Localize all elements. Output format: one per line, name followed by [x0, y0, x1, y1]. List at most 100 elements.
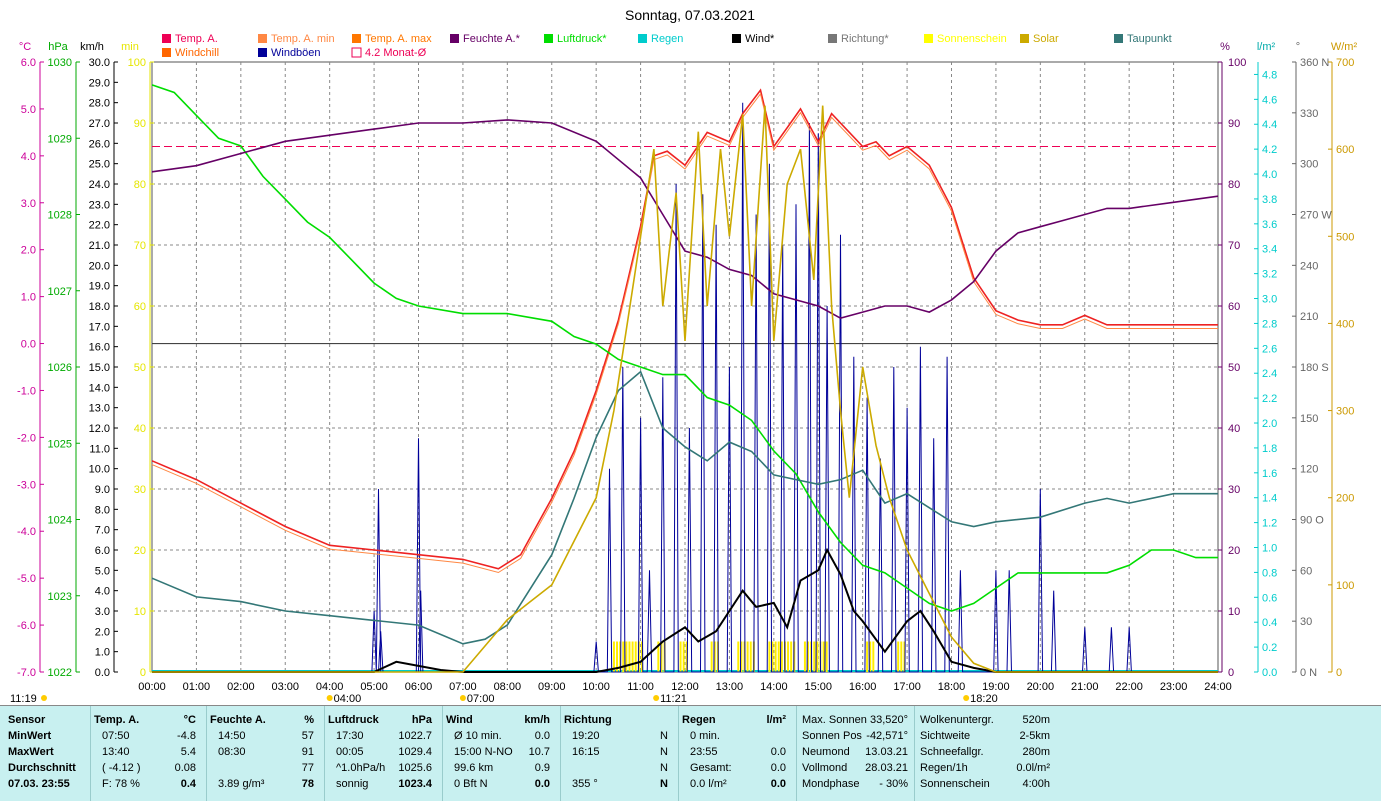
tick-label-rain: 2.0 — [1262, 418, 1277, 430]
table-regen-label: 0 min. — [690, 730, 720, 742]
table-wind-label: Ø 10 min. — [454, 730, 502, 742]
table-regen-value: 0.0 — [770, 746, 786, 758]
table-luftdruck-unit: hPa — [411, 714, 432, 726]
table-feuchte-value: 77 — [301, 762, 314, 774]
legend-marker — [638, 34, 647, 43]
tick-label-rain: 0.0 — [1262, 667, 1277, 679]
tick-label-humidity: 20 — [1228, 545, 1240, 557]
tick-label-wind: 3.0 — [95, 606, 110, 618]
tick-label-wind: 29.0 — [89, 77, 110, 89]
marker-time: 18:20 — [970, 693, 998, 705]
tick-label-pressure: 1028 — [48, 210, 72, 222]
tick-label-pressure: 1026 — [48, 362, 72, 374]
tick-label-wind: 23.0 — [89, 199, 110, 211]
table-misc-label: Sichtweite — [920, 730, 971, 742]
table-temp-label: F: 78 % — [102, 778, 140, 790]
tick-label-rain: 2.4 — [1262, 368, 1277, 380]
x-tick-label: 11:00 — [627, 681, 654, 693]
legend-label: Temp. A. max — [365, 33, 432, 45]
tick-label-sunmin: 50 — [134, 362, 146, 374]
legend-label: Taupunkt — [1127, 33, 1172, 45]
legend-marker — [1114, 34, 1123, 43]
tick-label-direction: 60 — [1300, 565, 1312, 577]
tick-label-direction: 270 W — [1300, 210, 1332, 222]
table-wind-label: 0 Bft N — [454, 778, 488, 790]
tick-label-pressure: 1024 — [48, 515, 72, 527]
tick-label-wind: 28.0 — [89, 98, 110, 110]
table-temp-value: 0.4 — [180, 778, 196, 790]
x-tick-label: 07:00 — [449, 681, 477, 693]
x-tick-label: 03:00 — [271, 681, 299, 693]
tick-label-pressure: 1029 — [48, 133, 72, 145]
table-temp-head: Temp. A. — [94, 714, 140, 726]
legend-label: 4.2 Monat-Ø — [365, 47, 427, 59]
table-feuchte-label: 14:50 — [218, 730, 246, 742]
tick-label-temp: 4.0 — [21, 151, 36, 163]
tick-label-solar: 200 — [1336, 493, 1354, 505]
tick-label-humidity: 40 — [1228, 423, 1240, 435]
tick-label-sunmin: 10 — [134, 606, 146, 618]
table-astro-label: Sonnen Pos — [802, 730, 862, 742]
series-windboeen — [152, 102, 1218, 673]
table-luftdruck-label: sonnig — [336, 778, 369, 790]
x-tick-label: 12:00 — [671, 681, 699, 693]
tick-label-rain: 3.2 — [1262, 269, 1277, 281]
x-tick-label: 04:00 — [316, 681, 344, 693]
table-feuchte-label: 3.89 g/m³ — [218, 778, 265, 790]
sun-marker-icon — [653, 695, 660, 701]
table-misc-label: Schneefallgr. — [920, 746, 984, 758]
tick-label-wind: 10.0 — [89, 464, 110, 476]
table-temp-unit: °C — [183, 714, 196, 726]
tick-label-wind: 19.0 — [89, 281, 110, 293]
table-astro-label: Vollmond — [802, 762, 848, 774]
tick-label-rain: 4.0 — [1262, 169, 1277, 181]
x-tick-label: 09:00 — [538, 681, 566, 693]
table-feuchte-label: 08:30 — [218, 746, 246, 758]
table-wind-value: 0.0 — [534, 730, 550, 742]
table-wind-head: Wind — [446, 714, 473, 726]
tick-label-temp: 2.0 — [21, 245, 36, 257]
table-sensor-row: MaxWert — [8, 746, 54, 758]
table-luftdruck-label: 00:05 — [336, 746, 364, 758]
tick-label-rain: 2.8 — [1262, 318, 1277, 330]
table-astro-value: 33,520° — [869, 714, 908, 726]
tick-label-rain: 3.6 — [1262, 219, 1277, 231]
tick-label-rain: 1.0 — [1262, 543, 1277, 555]
table-luftdruck-label: ^1.0hPa/h — [336, 762, 386, 774]
tick-label-rain: 3.0 — [1262, 294, 1277, 306]
table-luftdruck-value: 1025.6 — [398, 762, 432, 774]
tick-label-rain: 1.4 — [1262, 493, 1277, 505]
tick-label-wind: 20.0 — [89, 260, 110, 272]
right-axes: 10090807060504030201004.84.64.44.24.03.8… — [1218, 57, 1354, 679]
tick-label-humidity: 10 — [1228, 606, 1240, 618]
legend-marker — [924, 34, 933, 43]
x-tick-label: 17:00 — [893, 681, 921, 693]
tick-label-solar: 500 — [1336, 231, 1354, 243]
tick-label-wind: 2.0 — [95, 626, 110, 638]
table-richtung-value: N — [660, 778, 668, 790]
tick-label-temp: -2.0 — [17, 432, 36, 444]
table-sensor-head: Sensor — [8, 714, 46, 726]
table-astro-label: Mondphase — [802, 778, 860, 790]
tick-label-sunmin: 20 — [134, 545, 146, 557]
table-feuchte-value: 57 — [301, 730, 314, 742]
table-regen-unit: l/m² — [766, 714, 786, 726]
table-temp-value: -4.8 — [177, 730, 196, 742]
table-richtung-value: N — [660, 746, 668, 758]
x-axis: 00:00 01:00 02:00 03:00 04:00 05:00 06:00 07:00… — [138, 681, 1232, 693]
table-sensor-row: MinWert — [8, 730, 52, 742]
x-tick-label: 08:00 — [494, 681, 522, 693]
table-feuchte-value: 91 — [301, 746, 314, 758]
series-solar — [152, 105, 1218, 673]
tick-label-wind: 9.0 — [95, 484, 110, 496]
table-wind-value: 0.0 — [534, 778, 550, 790]
tick-label-temp: 5.0 — [21, 104, 36, 116]
legend-label: Solar — [1033, 33, 1059, 45]
table-misc-value: 520m — [1022, 714, 1050, 726]
tick-label-pressure: 1023 — [48, 591, 72, 603]
tick-label-wind: 30.0 — [89, 57, 110, 69]
table-misc-value: 280m — [1022, 746, 1050, 758]
tick-label-rain: 0.2 — [1262, 642, 1277, 654]
table-astro-value: 13.03.21 — [865, 746, 908, 758]
chart-legend: Temp. A. Windchill Temp. A. min Windböen Tem… — [162, 33, 1172, 59]
